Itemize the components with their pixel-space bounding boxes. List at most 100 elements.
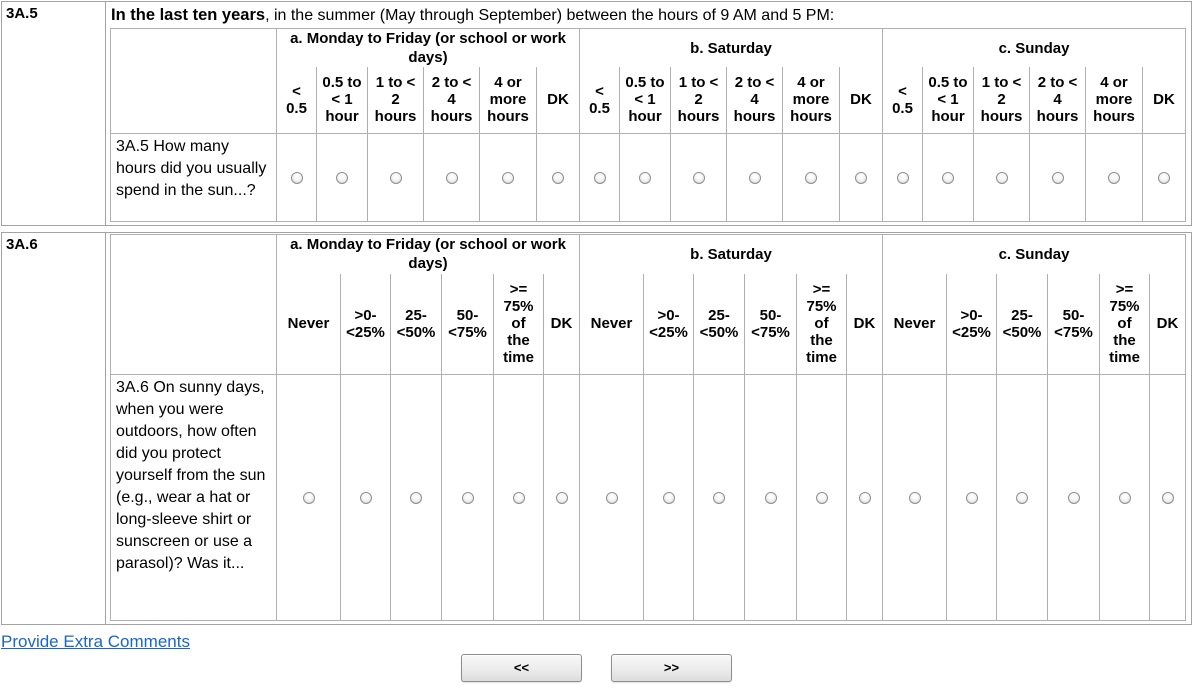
radio-button[interactable] <box>858 491 871 504</box>
question-text: 3A.6 On sunny days, when you were outdoo… <box>110 373 277 621</box>
radio-cell <box>973 132 1030 222</box>
option-header: Never <box>276 274 341 375</box>
radio-cell <box>1029 132 1086 222</box>
radio-button[interactable] <box>713 491 725 504</box>
radio-button[interactable] <box>908 491 921 504</box>
option-header: 50- <75% <box>744 274 797 375</box>
radio-cell <box>276 373 341 621</box>
section-content: a. Monday to Friday (or school or work d… <box>106 233 1191 624</box>
radio-button[interactable] <box>1016 491 1028 504</box>
option-header: >0- <25% <box>946 274 997 375</box>
radio-button[interactable] <box>461 491 474 504</box>
radio-button[interactable] <box>662 491 675 504</box>
group-header-sunday: c. Sunday <box>882 28 1186 67</box>
option-header: 25- <50% <box>390 274 442 375</box>
radio-cell <box>882 132 923 222</box>
radio-button[interactable] <box>593 171 606 184</box>
option-header: >0- <25% <box>340 274 391 375</box>
provide-extra-comments-link[interactable]: Provide Extra Comments <box>1 631 190 651</box>
radio-cell <box>744 373 797 621</box>
option-header: 2 to < 4 hours <box>1029 67 1086 134</box>
radio-button[interactable] <box>445 171 458 184</box>
question-text: 3A.5 How many hours did you usually spen… <box>110 132 277 222</box>
option-header: 25- <50% <box>693 274 745 375</box>
section-3a6: 3A.6 a. Monday to Friday (or school or w… <box>1 231 1192 625</box>
question-code: 3A.5 <box>2 2 106 225</box>
option-header: < 0.5 <box>882 67 923 134</box>
radio-cell <box>340 373 391 621</box>
radio-button[interactable] <box>995 171 1008 184</box>
radio-cell <box>1047 373 1100 621</box>
option-header: 0.5 to < 1 hour <box>619 67 671 134</box>
radio-cell <box>619 132 671 222</box>
radio-cell <box>316 132 368 222</box>
radio-button[interactable] <box>1118 491 1131 504</box>
radio-button[interactable] <box>639 171 651 184</box>
radio-cell <box>922 132 974 222</box>
radio-button[interactable] <box>942 171 954 184</box>
radio-button[interactable] <box>605 491 618 504</box>
radio-button[interactable] <box>502 171 514 184</box>
radio-button[interactable] <box>336 171 348 184</box>
radio-button[interactable] <box>748 171 761 184</box>
option-header: DK <box>1149 274 1186 375</box>
option-header: 4 or more hours <box>1085 67 1143 134</box>
group-header-saturday: b. Saturday <box>579 28 883 67</box>
radio-button[interactable] <box>290 171 303 184</box>
radio-cell <box>479 132 537 222</box>
radio-cell <box>276 132 317 222</box>
option-header: >0- <25% <box>643 274 694 375</box>
group-header-saturday: b. Saturday <box>579 234 883 274</box>
radio-button[interactable] <box>552 171 564 184</box>
radio-button[interactable] <box>1158 171 1170 184</box>
option-header: >= 75% of the time <box>796 274 847 375</box>
radio-button[interactable] <box>815 491 828 504</box>
radio-button[interactable] <box>359 491 372 504</box>
group-header-monfri: a. Monday to Friday (or school or work d… <box>276 28 580 67</box>
radio-cell <box>1099 373 1150 621</box>
radio-button[interactable] <box>555 491 568 504</box>
radio-button[interactable] <box>805 171 817 184</box>
forward-button[interactable]: >> <box>611 653 732 682</box>
radio-cell <box>796 373 847 621</box>
intro-bold: In the last ten years <box>111 6 266 24</box>
option-header: DK <box>536 67 580 134</box>
radio-button[interactable] <box>692 171 705 184</box>
option-header: 1 to < 2 hours <box>367 67 424 134</box>
option-header: >= 75% of the time <box>1099 274 1150 375</box>
radio-cell <box>946 373 997 621</box>
radio-button[interactable] <box>1161 491 1174 504</box>
option-header: < 0.5 <box>579 67 620 134</box>
radio-button[interactable] <box>764 491 777 504</box>
radio-cell <box>1142 132 1186 222</box>
radio-button[interactable] <box>512 491 525 504</box>
radio-cell <box>782 132 840 222</box>
option-header: DK <box>839 67 883 134</box>
option-header: Never <box>579 274 644 375</box>
radio-cell <box>579 132 620 222</box>
response-grid-3a6: a. Monday to Friday (or school or work d… <box>110 233 1186 621</box>
radio-button[interactable] <box>1108 171 1120 184</box>
back-button[interactable]: << <box>461 653 582 682</box>
radio-button[interactable] <box>965 491 978 504</box>
radio-cell <box>1085 132 1143 222</box>
intro-text: In the last ten years, in the summer (Ma… <box>110 3 1189 28</box>
radio-button[interactable] <box>896 171 909 184</box>
option-header: < 0.5 <box>276 67 317 134</box>
radio-cell <box>643 373 694 621</box>
radio-cell <box>543 373 580 621</box>
option-header: DK <box>846 274 883 375</box>
radio-cell <box>367 132 424 222</box>
radio-button[interactable] <box>855 171 867 184</box>
section-content: In the last ten years, in the summer (Ma… <box>106 2 1191 225</box>
radio-button[interactable] <box>389 171 402 184</box>
radio-cell <box>846 373 883 621</box>
radio-button[interactable] <box>302 491 315 504</box>
option-header: 2 to < 4 hours <box>726 67 783 134</box>
radio-button[interactable] <box>1067 491 1080 504</box>
radio-button[interactable] <box>1051 171 1064 184</box>
navigation-buttons: << >> <box>1 653 1192 682</box>
radio-button[interactable] <box>410 491 422 504</box>
radio-cell <box>390 373 442 621</box>
option-header: Never <box>882 274 947 375</box>
